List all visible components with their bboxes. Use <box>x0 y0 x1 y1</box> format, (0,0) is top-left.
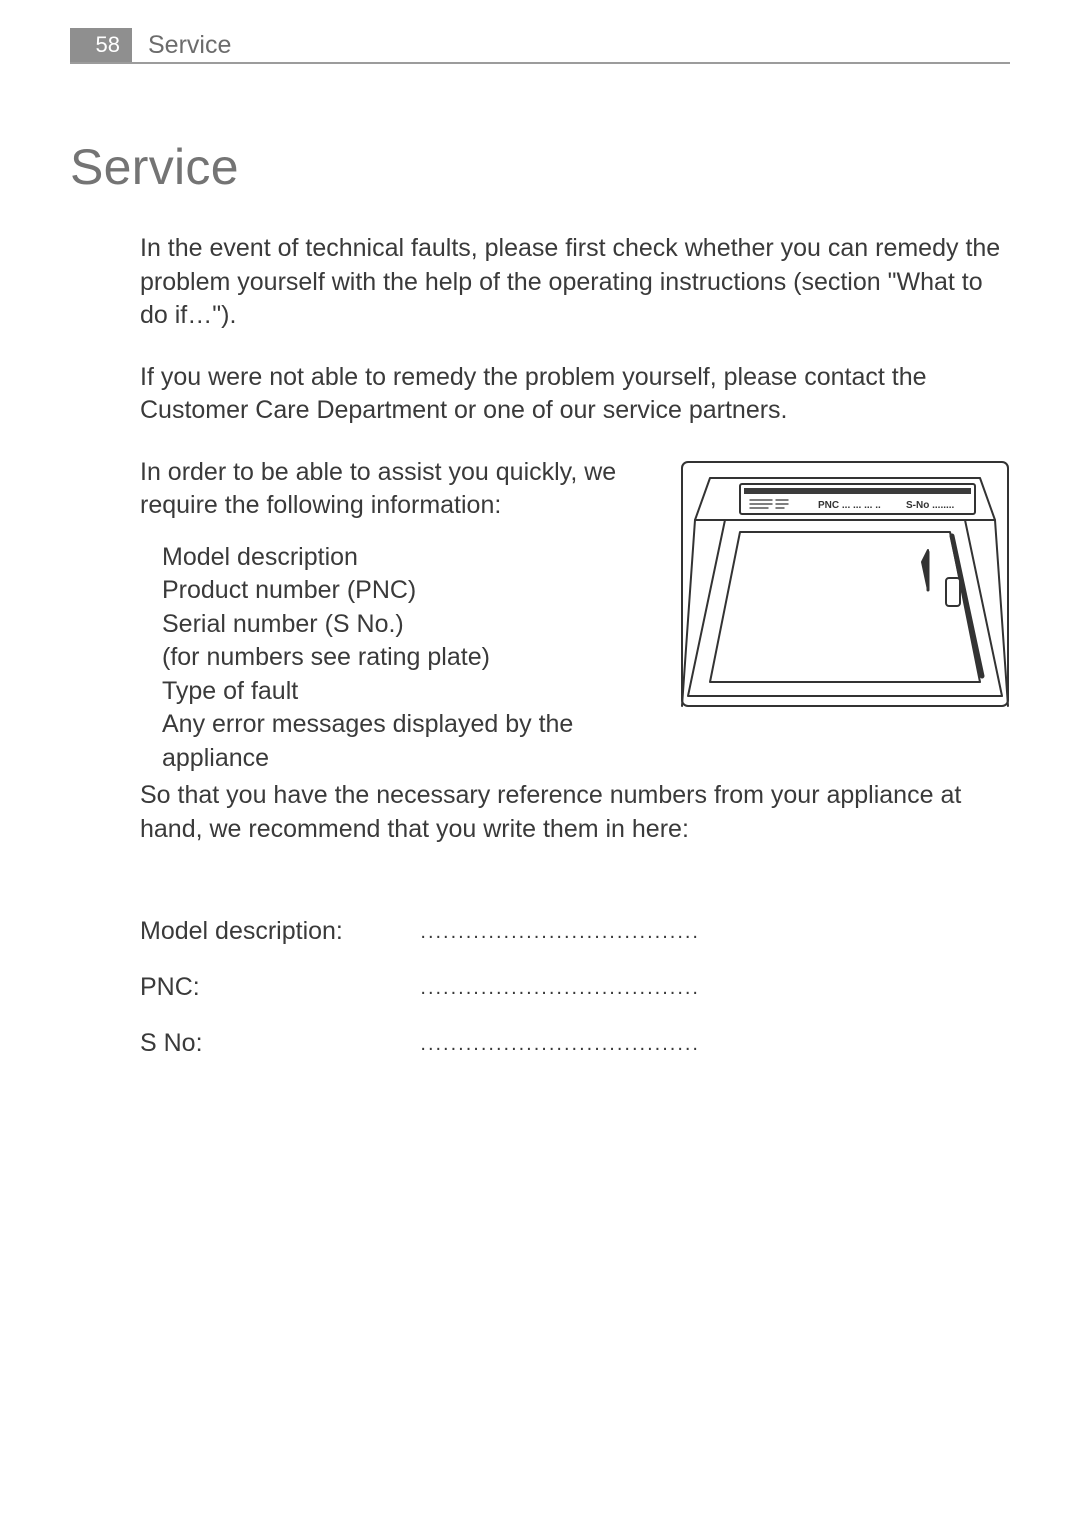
oven-diagram-icon: PNC ... ... ... .. S-No ........ <box>680 460 1010 708</box>
list-item: Type of fault <box>162 675 660 709</box>
header-band: 58 Service <box>70 28 1010 64</box>
info-list: Model description Product number (PNC) S… <box>140 541 660 776</box>
paragraph-intro: In the event of technical faults, please… <box>140 232 1010 333</box>
page-number: 58 <box>70 28 132 62</box>
page: 58 Service Service In the event of techn… <box>0 0 1080 1529</box>
form-label-sno: S No: <box>140 1027 420 1061</box>
info-row: In order to be able to assist you quickl… <box>140 456 1010 776</box>
info-text-column: In order to be able to assist you quickl… <box>140 456 660 776</box>
form-blank[interactable]: ..................................... <box>420 1031 700 1060</box>
form-label-model: Model description: <box>140 915 420 949</box>
plate-sno-label: S-No ........ <box>906 500 955 511</box>
body-content: In the event of technical faults, please… <box>70 232 1010 1060</box>
form-row-model: Model description: .....................… <box>140 892 700 948</box>
plate-pnc-label: PNC ... ... ... .. <box>818 500 881 511</box>
paragraph-write-here: So that you have the necessary reference… <box>140 779 1010 846</box>
header-section-title: Service <box>132 28 231 62</box>
list-item: (for numbers see rating plate) <box>162 641 660 675</box>
list-item: Product number (PNC) <box>162 574 660 608</box>
reference-form: Model description: .....................… <box>140 892 1010 1060</box>
list-item: Any error messages displayed by the appl… <box>162 708 660 775</box>
list-item: Serial number (S No.) <box>162 608 660 642</box>
list-item: Model description <box>162 541 660 575</box>
page-title: Service <box>70 138 1010 196</box>
rating-plate-figure: PNC ... ... ... .. S-No ........ <box>680 460 1010 708</box>
form-label-pnc: PNC: <box>140 971 420 1005</box>
paragraph-required-info: In order to be able to assist you quickl… <box>140 456 660 523</box>
form-blank[interactable]: ..................................... <box>420 919 700 948</box>
form-blank[interactable]: ..................................... <box>420 975 700 1004</box>
form-row-pnc: PNC: ...................................… <box>140 948 700 1004</box>
paragraph-contact: If you were not able to remedy the probl… <box>140 361 1010 428</box>
form-row-sno: S No: ..................................… <box>140 1004 700 1060</box>
